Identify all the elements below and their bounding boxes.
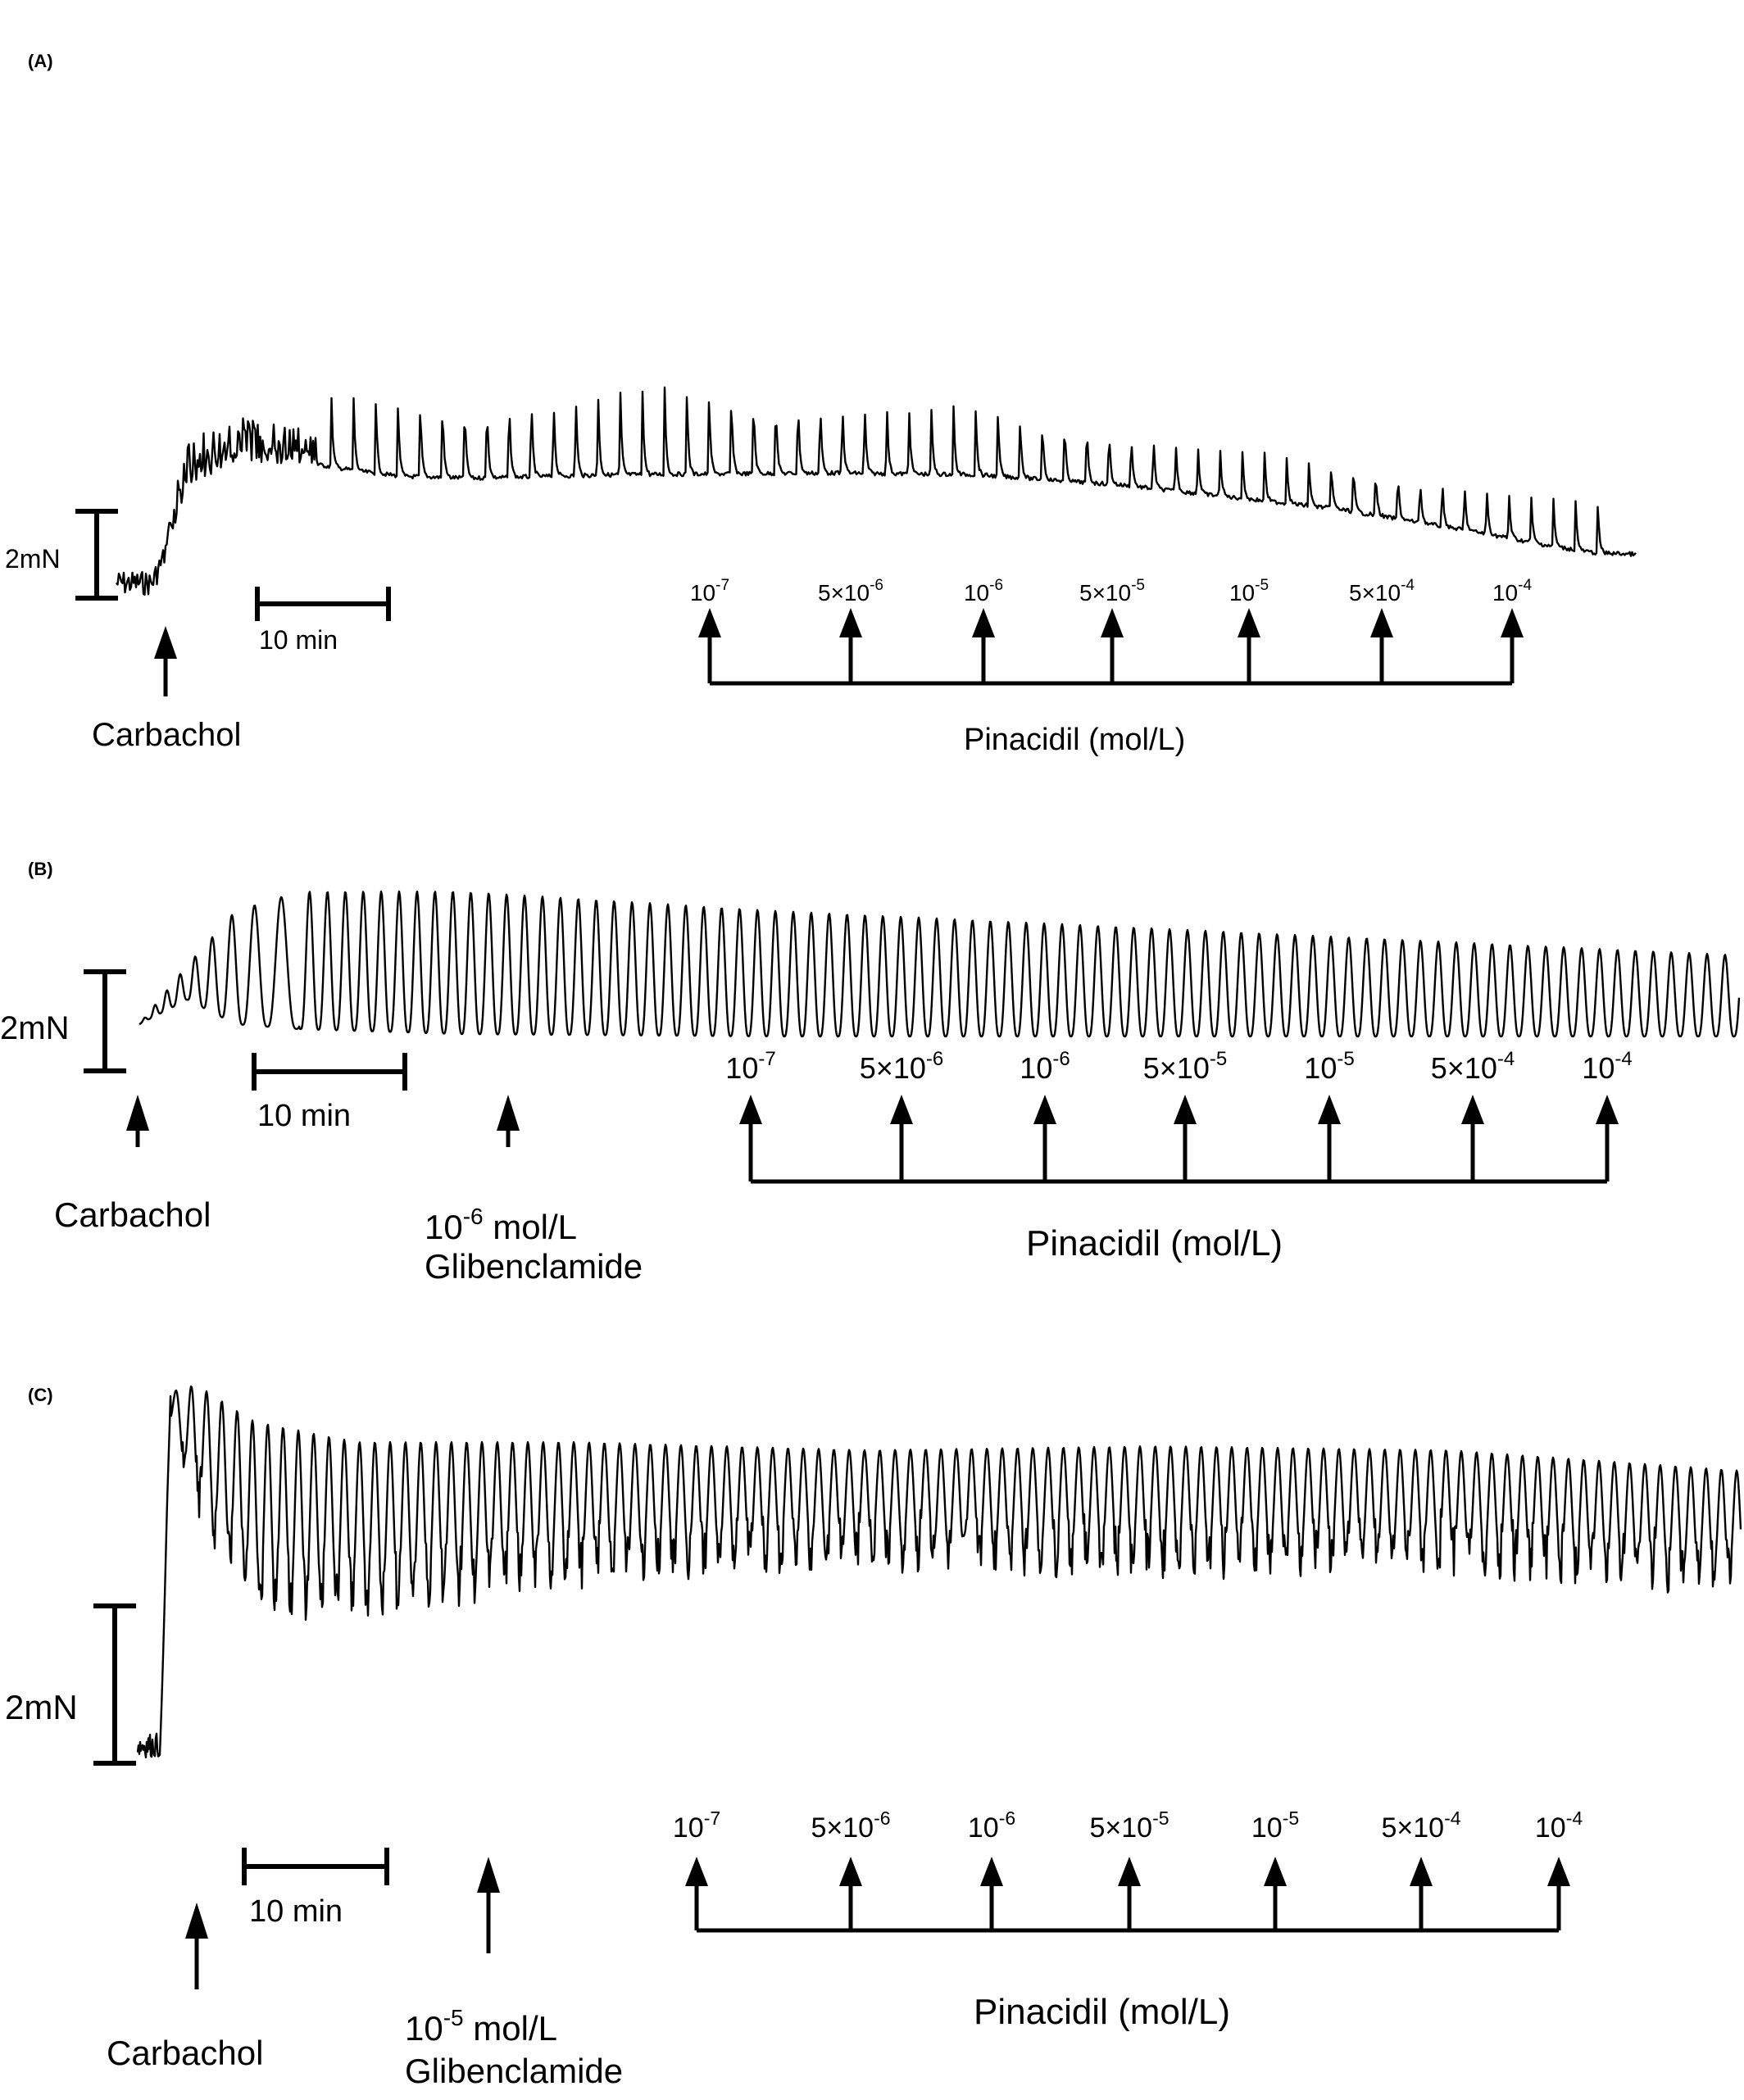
dose-arrow: 10-7: [673, 1807, 720, 1930]
panel-b-glibenclamide-arrow: 10-6 mol/L Glibenclamide: [425, 1095, 643, 1286]
panel-a-carbachol-label: Carbachol: [92, 717, 241, 753]
dose-label: 10-4: [1582, 1048, 1632, 1085]
panel-b-glibenclamide-label: Glibenclamide: [425, 1247, 643, 1286]
panel-a-label: (A): [28, 51, 53, 71]
dose-label: 10-5: [1251, 1807, 1299, 1844]
panel-a-pinacidil-label: Pinacidil (mol/L): [964, 723, 1185, 757]
dose-label: 5×10-5: [1143, 1048, 1227, 1085]
dose-arrow: 5×10-5: [1089, 1807, 1169, 1930]
dose-label: 10-7: [673, 1807, 720, 1844]
dose-arrow: 5×10-5: [1079, 577, 1145, 683]
dose-label: 5×10-4: [1349, 577, 1415, 606]
dose-arrow: 5×10-4: [1349, 577, 1415, 683]
dose-arrow: 5×10-5: [1143, 1048, 1227, 1182]
panel-a: (A) 2mN 10 min Carbachol 10-7 5×10-6 10-6 5…: [5, 51, 1637, 757]
panel-c-glibenclamide-dose: 10-5 mol/L: [405, 2005, 557, 2048]
panel-b-time-scale-label: 10 min: [257, 1099, 351, 1133]
dose-arrow: 10-6: [968, 1807, 1015, 1930]
dose-label: 10-7: [725, 1048, 775, 1085]
panel-c-time-scale-bar: 10 min: [242, 1848, 389, 1929]
panel-c-force-scale-bar: 2mN: [5, 1603, 136, 1766]
panel-c-pinacidil-label: Pinacidil (mol/L): [974, 1992, 1230, 2032]
panel-b-carbachol-arrow: Carbachol: [54, 1095, 211, 1234]
panel-c-force-scale-label: 2mN: [5, 1688, 78, 1726]
dose-label: 10-6: [964, 577, 1003, 606]
panel-c: (C) 2mN 10 min Carbachol 10-5 mol/L Glib…: [5, 1385, 1742, 2090]
dose-arrow: 5×10-6: [860, 1048, 943, 1182]
dose-arrow: 10-4: [1535, 1807, 1583, 1930]
dose-arrow: 10-6: [964, 577, 1003, 683]
dose-arrow: 10-5: [1304, 1048, 1355, 1182]
dose-arrow: 10-4: [1492, 577, 1532, 683]
dose-arrow: 10-7: [690, 577, 729, 683]
dose-arrow: 10-5: [1229, 577, 1269, 683]
panel-b-label: (B): [28, 859, 53, 879]
dose-label: 10-5: [1304, 1048, 1354, 1085]
panel-c-pinacidil-dose-axis: 10-7 5×10-6 10-6 5×10-5 10-5 5×10-4 10-4: [673, 1807, 1583, 1933]
panel-b: (B) 2mN 10 min Carbachol 10-6 mol/L Glib…: [0, 859, 1741, 1286]
dose-label: 5×10-4: [1431, 1048, 1515, 1085]
dose-label: 5×10-5: [1079, 577, 1145, 606]
panel-c-glibenclamide-label: Glibenclamide: [405, 2052, 623, 2090]
panel-b-force-scale-bar: 2mN: [0, 969, 126, 1073]
panel-c-force-trace: [136, 1386, 1742, 1758]
panel-b-carbachol-label: Carbachol: [54, 1195, 211, 1234]
panel-b-glibenclamide-dose: 10-6 mol/L: [425, 1204, 577, 1246]
panel-a-force-trace: [116, 386, 1637, 596]
panel-a-force-scale-bar: 2mN: [5, 509, 118, 601]
panel-c-carbachol-arrow: Carbachol: [107, 1903, 263, 2072]
panel-c-glibenclamide-arrow: 10-5 mol/L Glibenclamide: [405, 1857, 623, 2090]
dose-label: 5×10-4: [1381, 1807, 1460, 1844]
dose-label: 10-5: [1229, 577, 1269, 606]
dose-label: 5×10-6: [860, 1048, 943, 1085]
dose-arrow: 5×10-6: [818, 577, 883, 683]
panel-a-carbachol-arrow: Carbachol: [92, 626, 241, 753]
dose-arrow: 10-7: [725, 1048, 776, 1182]
dose-arrow: 5×10-6: [811, 1807, 891, 1930]
panel-a-pinacidil-dose-axis: 10-7 5×10-6 10-6 5×10-5 10-5 5×10-4 10-4: [690, 577, 1532, 686]
dose-arrow: 5×10-4: [1431, 1048, 1515, 1182]
panel-b-time-scale-bar: 10 min: [252, 1053, 407, 1133]
dose-label: 10-6: [1020, 1048, 1070, 1085]
dose-label: 5×10-6: [818, 577, 883, 606]
panel-c-label: (C): [28, 1385, 53, 1405]
dose-arrow: 5×10-4: [1381, 1807, 1461, 1930]
dose-arrow: 10-5: [1251, 1807, 1299, 1930]
panel-a-time-scale-label: 10 min: [259, 625, 338, 655]
panel-b-pinacidil-dose-axis: 10-7 5×10-6 10-6 5×10-5 10-5 5×10-4 10-4: [725, 1048, 1633, 1184]
dose-arrow: 10-4: [1582, 1048, 1633, 1182]
dose-label: 5×10-6: [811, 1807, 890, 1844]
panel-c-time-scale-label: 10 min: [249, 1894, 343, 1929]
panel-b-force-trace: [139, 890, 1741, 1038]
dose-label: 5×10-5: [1089, 1807, 1169, 1844]
dose-label: 10-7: [690, 577, 729, 606]
dose-label: 10-4: [1492, 577, 1532, 606]
dose-label: 10-4: [1535, 1807, 1583, 1844]
panel-c-carbachol-label: Carbachol: [107, 2034, 263, 2072]
dose-arrow: 10-6: [1020, 1048, 1070, 1182]
dose-label: 10-6: [968, 1807, 1015, 1844]
panel-b-pinacidil-label: Pinacidil (mol/L): [1026, 1223, 1283, 1263]
panel-a-force-scale-label: 2mN: [5, 544, 61, 574]
panel-b-force-scale-label: 2mN: [0, 1010, 69, 1046]
panel-a-time-scale-bar: 10 min: [255, 587, 391, 655]
